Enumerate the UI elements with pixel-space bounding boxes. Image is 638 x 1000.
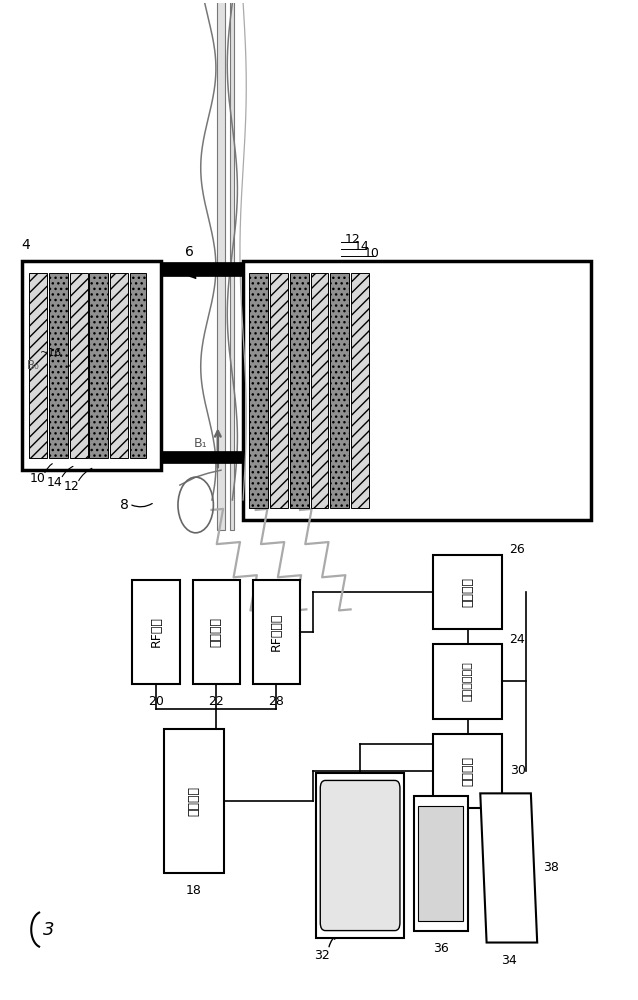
Text: B₁: B₁ bbox=[193, 437, 207, 450]
Bar bbox=[29, 273, 47, 458]
Text: 压缩控制单元: 压缩控制单元 bbox=[463, 662, 473, 701]
Bar bbox=[230, 0, 234, 530]
Bar bbox=[433, 644, 502, 719]
Bar bbox=[22, 261, 161, 470]
Bar bbox=[352, 273, 369, 508]
Text: 采样单元: 采样单元 bbox=[461, 577, 474, 607]
Text: 32: 32 bbox=[315, 949, 330, 962]
Bar bbox=[311, 273, 329, 508]
Bar bbox=[330, 273, 350, 508]
Bar bbox=[419, 806, 463, 921]
Text: 14: 14 bbox=[354, 240, 369, 253]
Text: 34: 34 bbox=[501, 954, 517, 967]
Text: 序列控制: 序列控制 bbox=[188, 786, 200, 816]
Text: RF接收器: RF接收器 bbox=[270, 613, 283, 651]
Text: 18: 18 bbox=[186, 884, 202, 897]
Text: 8: 8 bbox=[120, 498, 129, 512]
Text: 24: 24 bbox=[508, 633, 524, 646]
Bar bbox=[316, 773, 404, 938]
Bar bbox=[271, 273, 288, 508]
Text: 28: 28 bbox=[269, 695, 285, 708]
Text: 22: 22 bbox=[209, 695, 224, 708]
Bar bbox=[193, 580, 240, 684]
Text: 12: 12 bbox=[345, 233, 360, 246]
Bar bbox=[253, 580, 300, 684]
Bar bbox=[414, 796, 468, 931]
Text: 4: 4 bbox=[22, 238, 31, 252]
Text: 梯度控制: 梯度控制 bbox=[210, 617, 223, 647]
Bar bbox=[433, 734, 502, 808]
Text: 12: 12 bbox=[63, 480, 79, 493]
Text: 10: 10 bbox=[363, 247, 379, 260]
Text: 6: 6 bbox=[185, 245, 196, 278]
Bar bbox=[433, 555, 502, 629]
Bar bbox=[217, 0, 225, 530]
Bar bbox=[110, 273, 128, 458]
Bar bbox=[249, 273, 269, 508]
Bar bbox=[161, 451, 243, 463]
Text: B₀: B₀ bbox=[27, 359, 40, 372]
Bar bbox=[70, 273, 87, 458]
Bar bbox=[133, 580, 180, 684]
Text: 重建单元: 重建单元 bbox=[461, 756, 474, 786]
FancyBboxPatch shape bbox=[320, 780, 400, 931]
Bar bbox=[290, 273, 309, 508]
Bar bbox=[161, 262, 243, 276]
Text: 38: 38 bbox=[544, 861, 560, 874]
Text: 14: 14 bbox=[47, 476, 63, 489]
Text: RF发射: RF发射 bbox=[150, 616, 163, 647]
Text: 26: 26 bbox=[508, 543, 524, 556]
Bar bbox=[243, 261, 591, 520]
Text: 30: 30 bbox=[510, 764, 526, 777]
Bar bbox=[164, 729, 224, 873]
Text: 36: 36 bbox=[433, 942, 449, 955]
Text: 20: 20 bbox=[148, 695, 164, 708]
Text: ~16: ~16 bbox=[40, 348, 61, 358]
Polygon shape bbox=[480, 793, 537, 943]
Bar bbox=[89, 273, 108, 458]
Text: 10: 10 bbox=[29, 472, 45, 485]
Text: 3: 3 bbox=[43, 921, 54, 939]
Bar bbox=[130, 273, 145, 458]
Bar bbox=[49, 273, 68, 458]
